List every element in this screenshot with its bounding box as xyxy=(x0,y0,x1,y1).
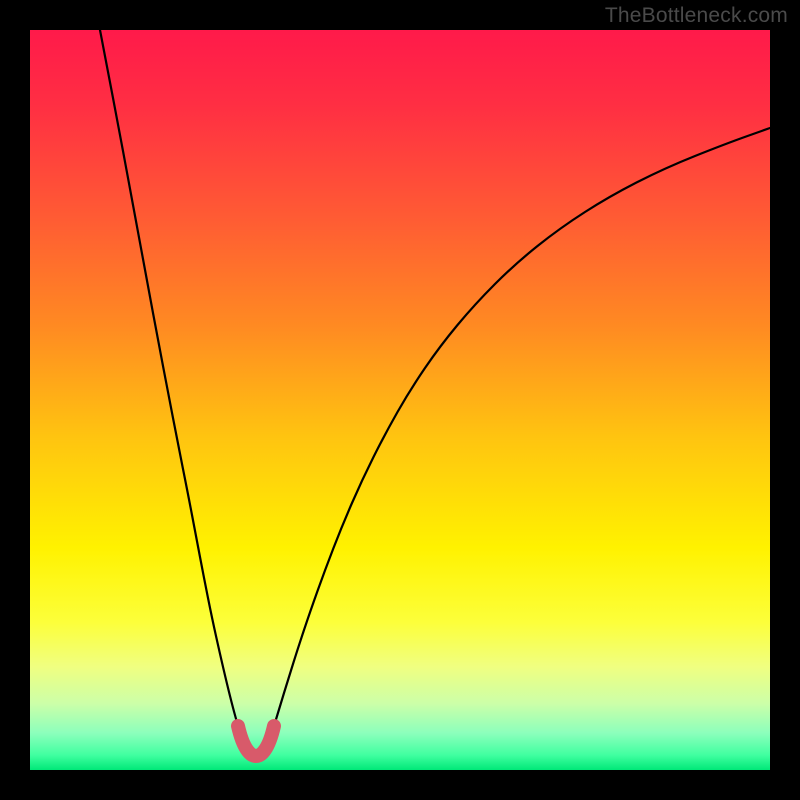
bottleneck-curve-right xyxy=(274,128,770,726)
curve-layer xyxy=(30,30,770,770)
plot-area xyxy=(30,30,770,770)
watermark-text: TheBottleneck.com xyxy=(605,4,788,28)
bottleneck-curve-left xyxy=(100,30,238,726)
figure-root: TheBottleneck.com xyxy=(0,0,800,800)
bottleneck-notch xyxy=(238,726,274,756)
